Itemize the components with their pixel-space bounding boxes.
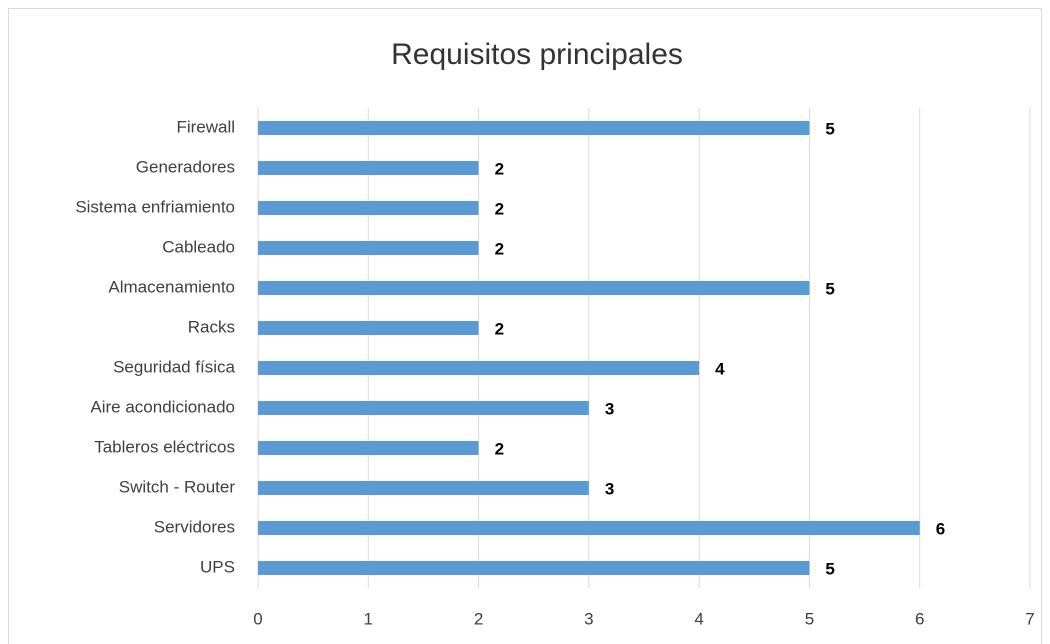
y-tick-label: Cableado (162, 237, 235, 256)
x-tick-label: 5 (805, 609, 814, 628)
bar (258, 321, 479, 335)
y-tick-label: Firewall (176, 117, 235, 136)
y-tick-label: Generadores (136, 157, 235, 176)
bar (258, 201, 479, 215)
bar (258, 481, 589, 495)
value-label: 2 (495, 239, 504, 258)
bar (258, 401, 589, 415)
y-tick-label: Aire acondicionado (90, 397, 235, 416)
value-label: 2 (495, 439, 504, 458)
y-tick-label: UPS (200, 557, 235, 576)
y-tick-label: Seguridad física (113, 357, 235, 376)
value-label: 3 (605, 399, 614, 418)
value-label: 2 (495, 159, 504, 178)
x-tick-label: 1 (364, 609, 373, 628)
y-tick-label: Switch - Router (119, 477, 236, 496)
value-label: 6 (936, 519, 945, 538)
x-tick-label: 3 (584, 609, 593, 628)
value-label: 2 (495, 319, 504, 338)
chart-title: Requisitos principales (391, 38, 683, 71)
bar (258, 441, 479, 455)
bar (258, 561, 810, 575)
bar (258, 281, 810, 295)
bar (258, 521, 920, 535)
y-tick-label: Almacenamiento (108, 277, 235, 296)
y-tick-label: Racks (188, 317, 235, 336)
y-tick-label: Servidores (154, 517, 235, 536)
y-tick-label: Sistema enfriamiento (75, 197, 235, 216)
x-tick-label: 6 (915, 609, 924, 628)
bar (258, 121, 810, 135)
value-label: 5 (825, 279, 834, 298)
x-tick-label: 0 (253, 609, 262, 628)
x-tick-label: 4 (694, 609, 703, 628)
x-tick-label: 2 (474, 609, 483, 628)
bar (258, 361, 700, 375)
bar (258, 161, 479, 175)
chart-frame (8, 8, 1042, 644)
bar (258, 241, 479, 255)
value-label: 5 (825, 119, 834, 138)
value-label: 4 (715, 359, 725, 378)
x-tick-label: 7 (1025, 609, 1034, 628)
value-label: 2 (495, 199, 504, 218)
value-label: 3 (605, 479, 614, 498)
value-label: 5 (825, 559, 834, 578)
y-tick-label: Tableros eléctricos (94, 437, 235, 456)
